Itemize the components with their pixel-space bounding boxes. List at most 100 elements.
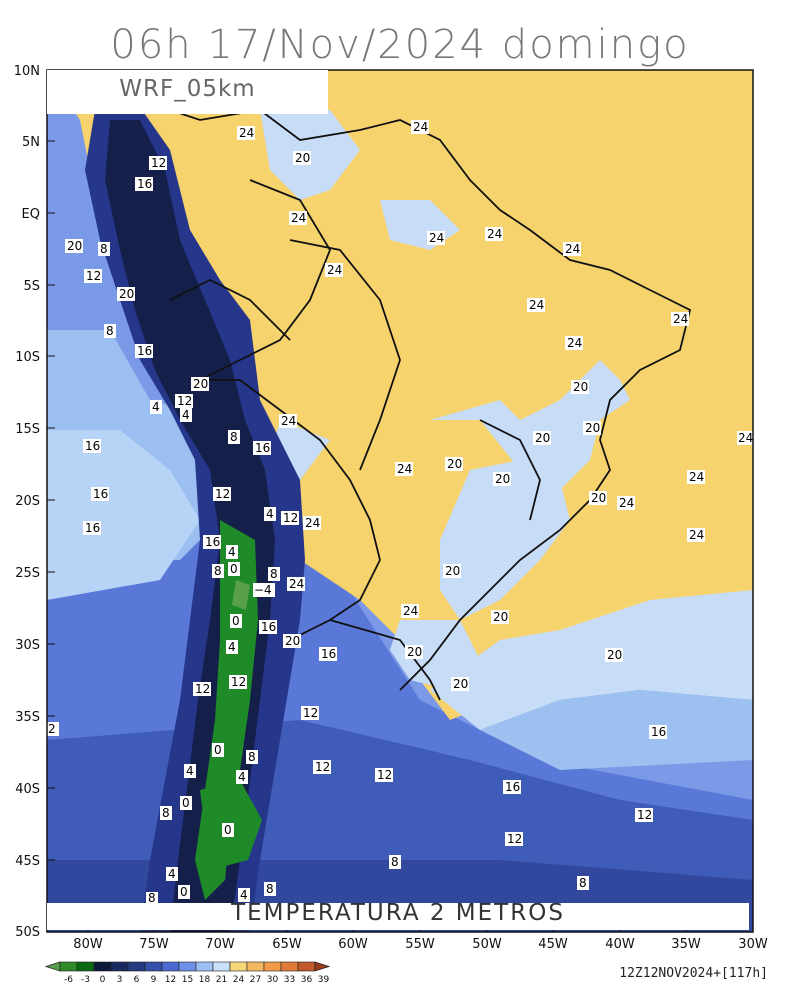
- colorbar-tick-label: 18: [199, 975, 211, 985]
- colorbar-swatch: [178, 961, 197, 972]
- model-name: WRF_05km: [119, 76, 256, 102]
- svg-text:24: 24: [239, 126, 254, 140]
- lon-label: 35W: [671, 937, 701, 952]
- svg-text:16: 16: [321, 647, 336, 661]
- svg-text:12: 12: [86, 269, 101, 283]
- svg-text:24: 24: [689, 470, 704, 484]
- svg-text:16: 16: [505, 780, 520, 794]
- svg-text:20: 20: [495, 472, 510, 486]
- colorbar-swatch: [161, 961, 180, 972]
- colorbar-swatch: [76, 961, 95, 972]
- lat-label: 5N: [22, 135, 40, 150]
- colorbar-swatch: [93, 961, 112, 972]
- svg-text:20: 20: [285, 634, 300, 648]
- colorbar-tick-label: 6: [134, 975, 140, 985]
- colorbar-swatch: [110, 961, 129, 972]
- colorbar-arrow-left: [44, 961, 61, 972]
- svg-text:0: 0: [180, 885, 188, 899]
- lon-label: 45W: [538, 937, 568, 952]
- svg-text:20: 20: [295, 151, 310, 165]
- svg-text:8: 8: [391, 855, 399, 869]
- svg-text:24: 24: [413, 120, 428, 134]
- colorbar-swatch: [246, 961, 265, 972]
- svg-text:20: 20: [447, 457, 462, 471]
- svg-text:24: 24: [619, 496, 634, 510]
- colorbar-arrow-right: [314, 961, 331, 972]
- lon-label: 60W: [338, 937, 368, 952]
- svg-text:20: 20: [407, 645, 422, 659]
- svg-text:0: 0: [224, 823, 232, 837]
- svg-text:20: 20: [591, 491, 606, 505]
- svg-text:−4: −4: [254, 583, 272, 597]
- svg-text:24: 24: [689, 528, 704, 542]
- colorbar-swatch: [280, 961, 299, 972]
- lon-label: 55W: [405, 937, 435, 952]
- svg-text:8: 8: [579, 876, 587, 890]
- lat-label: 40S: [15, 782, 40, 797]
- lat-label: 50S: [15, 925, 40, 940]
- svg-text:16: 16: [137, 177, 152, 191]
- colorbar-tick-label: -3: [81, 975, 90, 985]
- variable-name: TEMPERATURA 2 METROS: [231, 900, 565, 926]
- svg-text:12: 12: [195, 682, 210, 696]
- map-frame: [46, 69, 754, 933]
- colorbar-swatch: [195, 961, 214, 972]
- svg-text:20: 20: [585, 421, 600, 435]
- svg-text:8: 8: [230, 430, 238, 444]
- colorbar-tick-label: 27: [250, 975, 261, 985]
- svg-text:24: 24: [487, 227, 502, 241]
- svg-text:24: 24: [397, 462, 412, 476]
- svg-text:24: 24: [281, 414, 296, 428]
- contour-labels: 24 24 20 12 16 24 24 24 24 20 12 24 20 2…: [47, 120, 753, 905]
- latitude-axis: 10N 5N EQ 5S 10S 15S 20S 25S 30S 35S 40S…: [14, 64, 40, 940]
- svg-text:20: 20: [535, 431, 550, 445]
- svg-text:8: 8: [270, 567, 278, 581]
- svg-text:0: 0: [182, 796, 190, 810]
- svg-text:8: 8: [100, 242, 108, 256]
- svg-text:24: 24: [289, 577, 304, 591]
- longitude-axis: 80W 75W 70W 65W 60W 55W 50W 45W 40W 35W …: [73, 937, 768, 952]
- colorbar-tick-label: 12: [165, 975, 176, 985]
- svg-text:4: 4: [168, 867, 176, 881]
- lat-label: 35S: [15, 710, 40, 725]
- svg-text:4: 4: [182, 408, 190, 422]
- svg-text:20: 20: [493, 610, 508, 624]
- lat-label: 10N: [14, 64, 40, 79]
- lon-label: 80W: [73, 937, 103, 952]
- svg-text:20: 20: [67, 239, 82, 253]
- svg-text:24: 24: [403, 604, 418, 618]
- colorbar-tick-label: 36: [301, 975, 313, 985]
- lon-label: 65W: [272, 937, 302, 952]
- svg-text:16: 16: [261, 620, 276, 634]
- temperature-field: [47, 70, 753, 932]
- svg-text:8: 8: [248, 750, 256, 764]
- page-title: 06h 17/Nov/2024 domingo: [110, 22, 690, 68]
- colorbar-swatch: [229, 961, 248, 972]
- svg-text:4: 4: [186, 764, 194, 778]
- svg-text:12: 12: [377, 768, 392, 782]
- svg-text:24: 24: [565, 242, 580, 256]
- lon-label: 40W: [605, 937, 635, 952]
- svg-text:0: 0: [230, 562, 238, 576]
- svg-text:16: 16: [85, 439, 100, 453]
- svg-text:4: 4: [228, 545, 236, 559]
- svg-text:24: 24: [305, 516, 320, 530]
- lat-label: 5S: [23, 279, 40, 294]
- svg-text:20: 20: [607, 648, 622, 662]
- svg-text:12: 12: [177, 394, 192, 408]
- colorbar-tick-label: 24: [233, 975, 245, 985]
- svg-text:12: 12: [315, 760, 330, 774]
- run-info: 12Z12NOV2024+[117h]: [619, 966, 768, 981]
- colorbar-swatch: [297, 961, 316, 972]
- model-label-box: [47, 70, 328, 114]
- colorbar-tick-label: 0: [100, 975, 106, 985]
- svg-text:8: 8: [162, 806, 170, 820]
- colorbar-tick-label: 21: [216, 975, 227, 985]
- svg-text:12: 12: [283, 511, 298, 525]
- svg-text:20: 20: [453, 677, 468, 691]
- colorbar-swatch: [144, 961, 163, 972]
- colorbar-swatch: [127, 961, 146, 972]
- svg-text:12: 12: [637, 808, 652, 822]
- svg-text:20: 20: [193, 377, 208, 391]
- svg-text:0: 0: [214, 743, 222, 757]
